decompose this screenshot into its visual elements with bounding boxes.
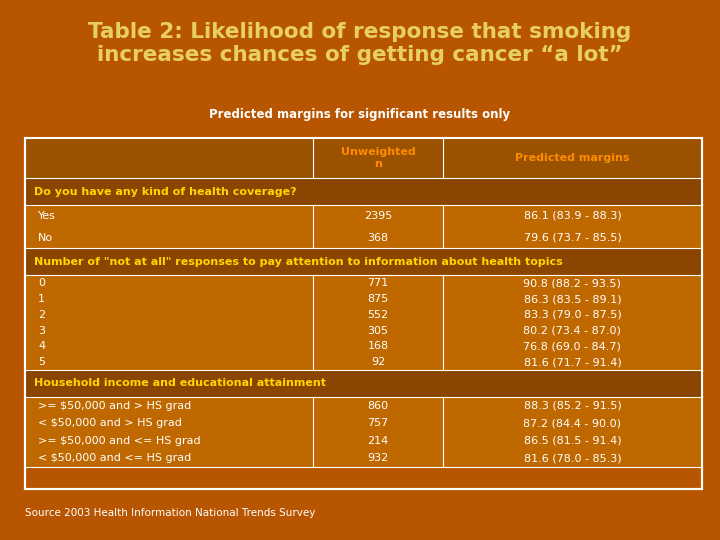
Text: Household income and educational attainment: Household income and educational attainm… (34, 379, 326, 388)
Text: 92: 92 (371, 357, 385, 367)
Text: 80.2 (73.4 - 87.0): 80.2 (73.4 - 87.0) (523, 326, 621, 335)
Text: 875: 875 (367, 294, 389, 304)
Text: 771: 771 (367, 278, 389, 288)
Text: 90.8 (88.2 - 93.5): 90.8 (88.2 - 93.5) (523, 278, 621, 288)
Bar (25, 138, 702, 178)
Text: 932: 932 (367, 453, 389, 463)
Text: 87.2 (84.4 - 90.0): 87.2 (84.4 - 90.0) (523, 418, 621, 428)
Text: 76.8 (69.0 - 84.7): 76.8 (69.0 - 84.7) (523, 341, 621, 352)
Text: 88.3 (85.2 - 91.5): 88.3 (85.2 - 91.5) (523, 401, 621, 411)
Text: 79.6 (73.7 - 85.5): 79.6 (73.7 - 85.5) (523, 233, 621, 242)
Text: Number of "not at all" responses to pay attention to information about health to: Number of "not at all" responses to pay … (34, 257, 562, 267)
Text: >= $50,000 and > HS grad: >= $50,000 and > HS grad (38, 401, 192, 411)
Text: 168: 168 (367, 341, 389, 352)
Text: 5: 5 (38, 357, 45, 367)
Text: Source 2003 Health Information National Trends Survey: Source 2003 Health Information National … (25, 508, 315, 518)
Text: No: No (38, 233, 53, 242)
Bar (25, 370, 702, 397)
Text: >= $50,000 and <= HS grad: >= $50,000 and <= HS grad (38, 436, 201, 446)
Text: 214: 214 (367, 436, 389, 446)
Text: 2: 2 (38, 310, 45, 320)
Text: 757: 757 (367, 418, 389, 428)
Bar (25, 178, 702, 205)
Bar (25, 205, 702, 248)
Text: < $50,000 and <= HS grad: < $50,000 and <= HS grad (38, 453, 192, 463)
Text: 86.3 (83.5 - 89.1): 86.3 (83.5 - 89.1) (523, 294, 621, 304)
Text: 81.6 (78.0 - 85.3): 81.6 (78.0 - 85.3) (523, 453, 621, 463)
Text: 368: 368 (367, 233, 389, 242)
Text: Predicted margins: Predicted margins (515, 153, 630, 163)
Text: Unweighted
n: Unweighted n (341, 147, 415, 168)
Text: 2395: 2395 (364, 211, 392, 221)
Text: Do you have any kind of health coverage?: Do you have any kind of health coverage? (34, 187, 297, 197)
Text: Table 2: Likelihood of response that smoking
increases chances of getting cancer: Table 2: Likelihood of response that smo… (89, 22, 631, 65)
Text: 305: 305 (367, 326, 389, 335)
Text: 860: 860 (367, 401, 389, 411)
Bar (25, 248, 702, 275)
Text: 552: 552 (367, 310, 389, 320)
Text: Yes: Yes (38, 211, 56, 221)
Text: 86.5 (81.5 - 91.4): 86.5 (81.5 - 91.4) (523, 436, 621, 446)
Text: Predicted margins for significant results only: Predicted margins for significant result… (210, 108, 510, 121)
Text: 0: 0 (38, 278, 45, 288)
Text: < $50,000 and > HS grad: < $50,000 and > HS grad (38, 418, 182, 428)
Text: 3: 3 (38, 326, 45, 335)
Text: 86.1 (83.9 - 88.3): 86.1 (83.9 - 88.3) (523, 211, 621, 221)
Text: 83.3 (79.0 - 87.5): 83.3 (79.0 - 87.5) (523, 310, 621, 320)
Text: 1: 1 (38, 294, 45, 304)
Text: 81.6 (71.7 - 91.4): 81.6 (71.7 - 91.4) (523, 357, 621, 367)
Text: 4: 4 (38, 341, 45, 352)
